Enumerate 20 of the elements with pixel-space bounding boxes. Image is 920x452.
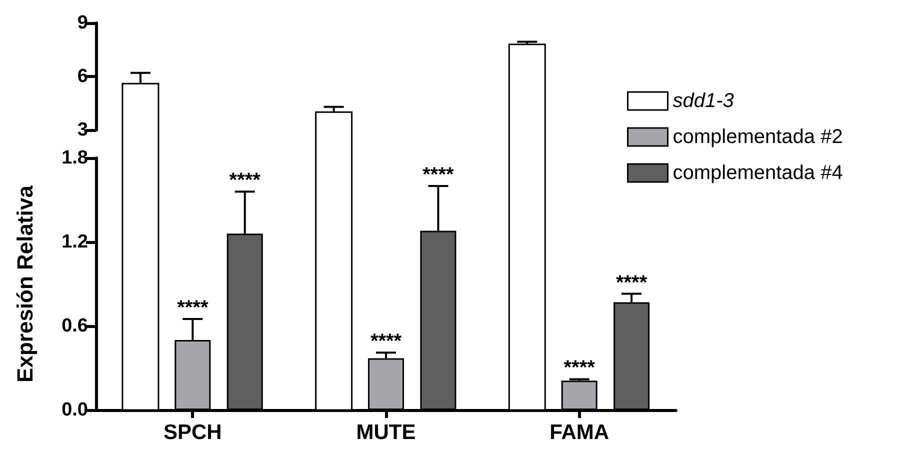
annotation: ****: [370, 330, 402, 353]
y-tick-label: 0.6: [62, 316, 88, 336]
x-tick-label: MUTE: [356, 421, 416, 444]
legend-label: complementada #2: [672, 126, 843, 148]
y-tick-label: 1.2: [62, 232, 88, 252]
y-tick-label: 1.8: [62, 148, 88, 168]
x-tick-label: SPCH: [163, 421, 222, 444]
x-tick-label: FAMA: [550, 421, 610, 444]
y-tick-label: 3: [77, 120, 88, 140]
legend-label: complementada #4: [672, 162, 843, 184]
y-tick-label: 0.0: [62, 400, 88, 420]
annotation: ****: [177, 297, 208, 319]
annotation: ****: [564, 357, 596, 380]
y-tick-label: 6: [77, 66, 88, 87]
annotation: ****: [422, 164, 454, 186]
annotation: ****: [229, 170, 261, 192]
y-axis-title: Expresión Relativa: [12, 184, 38, 382]
annotation: ****: [616, 272, 648, 294]
legend-label: sdd1-3: [672, 90, 734, 112]
y-tick-label: 9: [77, 12, 88, 34]
